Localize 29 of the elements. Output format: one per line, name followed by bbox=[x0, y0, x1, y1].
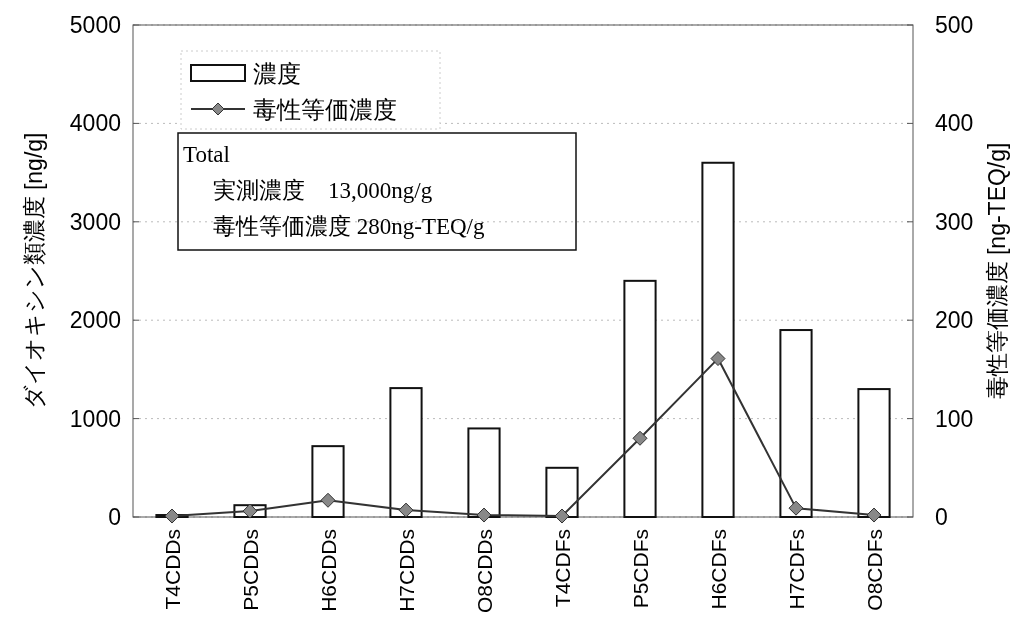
legend-label: 濃度 bbox=[253, 60, 301, 87]
legend-label: 毒性等価濃度 bbox=[253, 96, 397, 123]
y2-tick-label: 0 bbox=[935, 504, 948, 530]
y2-tick-label: 200 bbox=[935, 307, 974, 334]
y2-tick-label: 300 bbox=[935, 208, 974, 235]
x-tick-label: H6CDDs bbox=[316, 529, 340, 612]
x-tick-label: H7CDFs bbox=[784, 529, 808, 610]
x-tick-label: O8CDFs bbox=[862, 529, 886, 611]
y2-tick-label: 500 bbox=[935, 12, 974, 38]
x-tick-label: P5CDFs bbox=[628, 529, 652, 609]
x-tick-label: T4CDDs bbox=[160, 529, 184, 610]
y-tick-label: 4000 bbox=[69, 110, 121, 137]
y-tick-label: 3000 bbox=[69, 208, 121, 235]
annotation: 実測濃度 13,000ng/g bbox=[213, 178, 433, 203]
y-tick-label: 1000 bbox=[69, 405, 121, 432]
x-tick-label: T4CDFs bbox=[550, 529, 574, 608]
x-tick-label: H7CDDs bbox=[394, 529, 418, 612]
y-axis-title: ダイオキシン類濃度 [ng/g] bbox=[21, 132, 47, 410]
x-tick-label: H6CDFs bbox=[706, 529, 730, 610]
annotation: 毒性等価濃度 280ng-TEQ/g bbox=[213, 214, 486, 239]
y2-tick-label: 100 bbox=[935, 405, 974, 432]
y-tick-label: 0 bbox=[108, 504, 121, 530]
x-tick-label: O8CDDs bbox=[472, 529, 496, 614]
y-tick-label: 5000 bbox=[69, 12, 121, 38]
x-tick-label: P5CDDs bbox=[238, 529, 262, 611]
annotation: Total bbox=[183, 142, 230, 167]
y-tick-label: 2000 bbox=[69, 307, 121, 334]
y2-axis-title: 毒性等価濃度 [ng-TEQ/g] bbox=[984, 142, 1010, 400]
y2-tick-label: 400 bbox=[935, 110, 974, 137]
